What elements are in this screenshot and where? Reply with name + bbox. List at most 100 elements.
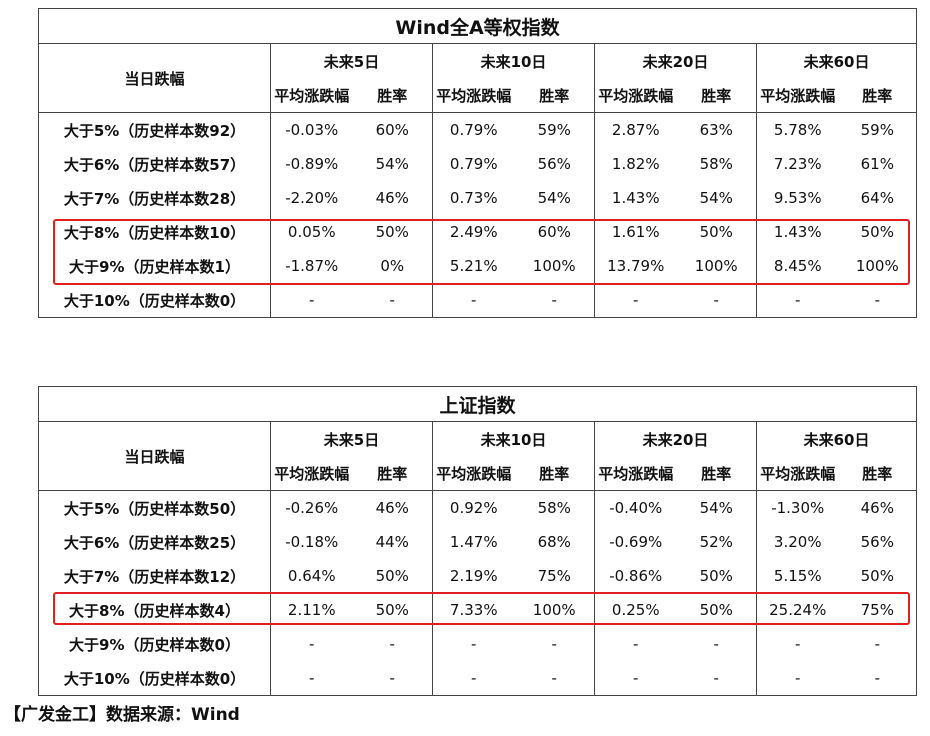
avg-change-cell: 2.11%: [287, 601, 336, 619]
win-rate-cell: 50%: [838, 559, 918, 593]
avg-change-cell: -0.69%: [609, 533, 663, 551]
avg-change-cell: 7.23%: [773, 155, 822, 173]
avg-change-header: 平均涨跌幅: [594, 78, 677, 113]
avg-change-cell: -0.40%: [609, 499, 663, 517]
avg-change-cell: -: [594, 661, 677, 696]
row-label: 大于5%（历史样本数92）: [38, 112, 271, 147]
avg-change-cell: 1.43%: [611, 189, 660, 207]
win-rate-cell: 75%: [514, 559, 595, 593]
win-rate-cell: 61%: [838, 147, 918, 181]
row-header-label: 当日跌幅: [38, 43, 271, 113]
avg-change-cell: 0.64%: [287, 567, 336, 585]
table-row: 大于6%（历史样本数57） -0.89% 54% 0.79% 56% 1.82% 58% 7.…: [38, 147, 918, 181]
avg-change-cell: -0.18%: [285, 533, 339, 551]
avg-change-cell: -: [633, 635, 639, 653]
table-row: 大于10%（历史样本数0） - - - - - - - -: [38, 661, 918, 696]
table-title: Wind全A等权指数: [37, 8, 918, 44]
win-rate-cell: 50%: [352, 215, 433, 249]
table-row: 大于6%（历史样本数25） -0.18% 44% 1.47% 68% -0.69% 52% 3…: [38, 525, 918, 559]
win-rate-cell: 0%: [352, 249, 433, 283]
table-row: 大于5%（历史样本数92） -0.03% 60% 0.79% 59% 2.87% 63% 5.…: [38, 112, 918, 147]
table-row: 大于5%（历史样本数50） -0.26% 46% 0.92% 58% -0.40% 54% -…: [38, 490, 918, 525]
avg-change-cell: 25.24%: [769, 601, 827, 619]
win-rate-cell: 64%: [838, 181, 918, 215]
win-rate-cell: 46%: [352, 181, 433, 215]
avg-change-cell: 2.87%: [611, 121, 660, 139]
win-rate-header: 胜率: [838, 78, 918, 113]
win-rate-cell: 56%: [838, 525, 918, 559]
row-label: 大于10%（历史样本数0）: [38, 661, 271, 696]
table-row: 大于10%（历史样本数0） - - - - - - - -: [38, 283, 918, 318]
avg-change-cell: 0.79%: [449, 121, 498, 139]
avg-change-cell: 1.82%: [611, 155, 660, 173]
table-shanghai: 上证指数 当日跌幅 未来5日 未来10日 未来20日 未来60日 平均涨跌幅 胜率 平均涨跌幅胜…: [37, 386, 918, 696]
avg-change-cell: -1.87%: [285, 257, 339, 275]
win-rate-cell: -: [676, 283, 757, 318]
avg-change-cell: 0.79%: [449, 155, 498, 173]
win-rate-cell: -: [838, 627, 918, 661]
avg-change-cell: 1.43%: [773, 223, 822, 241]
period-header: 未来10日: [432, 421, 595, 456]
period-header: 未来20日: [594, 43, 757, 78]
win-rate-header: 胜率: [514, 78, 595, 113]
avg-change-cell: -: [756, 283, 839, 318]
table-row: 大于7%（历史样本数28） -2.20% 46% 0.73% 54% 1.43% 54% 9.…: [38, 181, 918, 215]
win-rate-cell: 50%: [676, 215, 757, 249]
row-label: 大于9%（历史样本数0）: [38, 627, 271, 661]
win-rate-cell: 50%: [352, 559, 433, 593]
win-rate-cell: 54%: [676, 181, 757, 215]
win-rate-cell: 59%: [514, 112, 595, 147]
win-rate-cell: 52%: [676, 525, 757, 559]
win-rate-cell: 46%: [352, 490, 433, 525]
win-rate-cell: 60%: [514, 215, 595, 249]
avg-change-cell: -1.30%: [771, 499, 825, 517]
avg-change-cell: -2.20%: [285, 189, 339, 207]
row-label: 大于6%（历史样本数57）: [38, 147, 271, 181]
win-rate-cell: -: [352, 283, 433, 318]
avg-change-cell: 0.25%: [611, 601, 660, 619]
avg-change-cell: 0.05%: [287, 223, 336, 241]
avg-change-cell: -: [795, 635, 801, 653]
avg-change-cell: -: [756, 661, 839, 696]
table-wind-a: Wind全A等权指数 当日跌幅 未来5日 未来10日 未来20日 未来60日 平均涨跌幅 胜率…: [37, 8, 918, 318]
row-label: 大于9%（历史样本数1）: [38, 249, 271, 283]
avg-change-cell: 13.79%: [607, 257, 665, 275]
avg-change-header: 平均涨跌幅: [432, 78, 515, 113]
avg-change-header: 平均涨跌幅: [594, 456, 677, 491]
row-label: 大于10%（历史样本数0）: [38, 283, 271, 318]
win-rate-cell: -: [838, 283, 918, 318]
table-row: 大于9%（历史样本数1） -1.87% 0% 5.21% 100% 13.79% 100% 8…: [38, 249, 918, 283]
win-rate-cell: 59%: [838, 112, 918, 147]
period-header: 未来5日: [270, 43, 433, 78]
period-header: 未来20日: [594, 421, 757, 456]
period-header: 未来5日: [270, 421, 433, 456]
avg-change-header: 平均涨跌幅: [432, 456, 515, 491]
win-rate-header: 胜率: [838, 456, 918, 491]
row-label: 大于7%（历史样本数28）: [38, 181, 271, 215]
source-footer: 【广发金工】数据来源：Wind: [4, 705, 240, 725]
row-label: 大于6%（历史样本数25）: [38, 525, 271, 559]
table-row: 大于7%（历史样本数12） 0.64% 50% 2.19% 75% -0.86% 50% 5.…: [38, 559, 918, 593]
win-rate-header: 胜率: [514, 456, 595, 491]
avg-change-cell: -: [432, 283, 515, 318]
avg-change-cell: 1.61%: [611, 223, 660, 241]
win-rate-cell: -: [676, 661, 757, 696]
avg-change-cell: 2.49%: [449, 223, 498, 241]
win-rate-cell: 75%: [838, 593, 918, 627]
period-header: 未来10日: [432, 43, 595, 78]
table-row: 大于8%（历史样本数10） 0.05% 50% 2.49% 60% 1.61% 50% 1.4…: [38, 215, 918, 249]
win-rate-cell: 50%: [676, 559, 757, 593]
avg-change-cell: 5.21%: [449, 257, 498, 275]
avg-change-cell: -0.86%: [609, 567, 663, 585]
win-rate-cell: 46%: [838, 490, 918, 525]
win-rate-header: 胜率: [676, 456, 757, 491]
table-title: 上证指数: [37, 386, 918, 422]
win-rate-cell: -: [514, 661, 595, 696]
period-header: 未来60日: [756, 43, 918, 78]
avg-change-cell: 9.53%: [773, 189, 822, 207]
win-rate-cell: 56%: [514, 147, 595, 181]
avg-change-cell: -: [594, 283, 677, 318]
win-rate-cell: 100%: [514, 249, 595, 283]
avg-change-cell: -0.89%: [285, 155, 339, 173]
avg-change-cell: -: [270, 283, 353, 318]
